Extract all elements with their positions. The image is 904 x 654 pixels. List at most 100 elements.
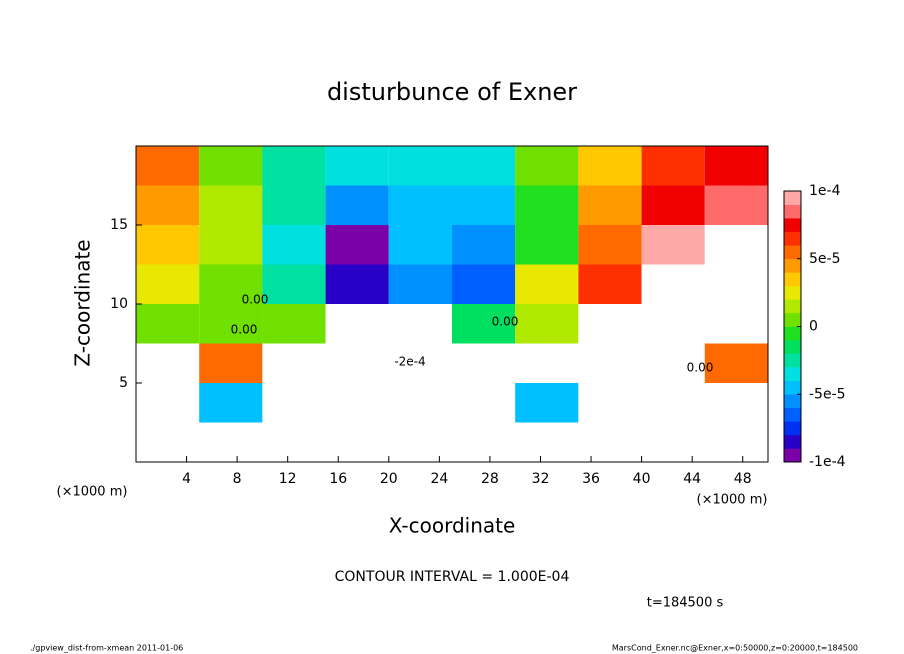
contour-label: 0.00 (242, 293, 269, 307)
x-unit: (×1000 m) (57, 485, 128, 500)
cell (388, 225, 452, 265)
cell (452, 225, 516, 265)
cell (515, 146, 579, 186)
cell (262, 422, 326, 462)
cell (704, 264, 768, 304)
colorbar-tick-label: 0 (809, 319, 818, 335)
colorbar-segment (784, 231, 801, 246)
cell (262, 343, 326, 383)
cell (704, 185, 768, 225)
cell (452, 146, 516, 186)
footer: MarsCond_Exner.nc@Exner,x=0:50000,z=0:20… (612, 644, 858, 653)
cell (515, 185, 579, 225)
colorbar-segment (784, 434, 801, 449)
cell (452, 383, 516, 423)
cell (325, 225, 389, 265)
x-tick-label: 4 (182, 471, 191, 487)
cell (641, 343, 705, 383)
cell (515, 343, 579, 383)
cell (325, 422, 389, 462)
y-tick-label: 10 (110, 296, 128, 312)
cell (199, 225, 263, 265)
colorbar-segment (784, 326, 801, 341)
contour-interval: CONTOUR INTERVAL = 1.000E-04 (335, 569, 570, 585)
cell (136, 343, 200, 383)
x-tick-label: 36 (582, 471, 600, 487)
cell (199, 185, 263, 225)
cell (452, 264, 516, 304)
cell (578, 264, 642, 304)
cell (578, 422, 642, 462)
colorbar-tick-label: -5e-5 (809, 386, 846, 402)
chart-title: disturbunce of Exner (327, 78, 577, 106)
colorbar-segment (784, 218, 801, 232)
colorbar-segment (784, 299, 801, 314)
x-unit: (×1000 m) (697, 493, 768, 508)
x-tick-label: 32 (532, 471, 550, 487)
cell (136, 383, 200, 423)
cell (578, 225, 642, 265)
cell (136, 185, 200, 225)
x-tick-label: 16 (329, 471, 347, 487)
cell (641, 264, 705, 304)
cell (578, 185, 642, 225)
cell (136, 422, 200, 462)
colorbar-segment (784, 191, 801, 205)
x-tick-label: 40 (633, 471, 651, 487)
colorbar-segment (784, 258, 801, 273)
x-tick-label: 20 (380, 471, 398, 487)
colorbar-segment (784, 421, 801, 436)
cell (704, 422, 768, 462)
cell (199, 383, 263, 423)
cell (578, 146, 642, 186)
cell (325, 264, 389, 304)
colorbar-segment (784, 285, 801, 300)
cell (388, 422, 452, 462)
cell (704, 225, 768, 265)
cell (199, 304, 263, 344)
cell (388, 146, 452, 186)
cell (641, 304, 705, 344)
cell (262, 304, 326, 344)
y-tick-label: 15 (110, 217, 128, 233)
cell (388, 343, 452, 383)
x-tick-label: 24 (430, 471, 448, 487)
cell (452, 185, 516, 225)
cell (136, 304, 200, 344)
cell (325, 304, 389, 344)
cell (704, 383, 768, 423)
cell (452, 304, 516, 344)
contour-label: 0.00 (687, 361, 714, 375)
contour-label: 0.00 (231, 323, 258, 337)
cell (388, 185, 452, 225)
y-axis-label: Z-coordinate (71, 239, 95, 366)
colorbar-segment (784, 448, 801, 463)
colorbar-segment (784, 245, 801, 260)
colorbar-segment (784, 312, 801, 327)
colorbar-segment (784, 353, 801, 368)
cell (199, 264, 263, 304)
cell (515, 304, 579, 344)
y-tick-label: 5 (119, 375, 128, 391)
cell (325, 383, 389, 423)
x-tick-label: 8 (233, 471, 242, 487)
cell (262, 383, 326, 423)
x-tick-label: 12 (279, 471, 297, 487)
cell (136, 146, 200, 186)
cell (641, 185, 705, 225)
cell (641, 225, 705, 265)
cell (641, 422, 705, 462)
cell (199, 422, 263, 462)
cell (641, 146, 705, 186)
colorbar-tick-label: -1e-4 (809, 454, 846, 470)
contour-label: 0.00 (492, 315, 519, 329)
cell (262, 146, 326, 186)
cell (325, 146, 389, 186)
cell (325, 343, 389, 383)
cell (452, 422, 516, 462)
cell (641, 383, 705, 423)
colorbar-tick-label: 5e-5 (809, 251, 840, 267)
x-tick-label: 48 (734, 471, 752, 487)
cell (136, 225, 200, 265)
